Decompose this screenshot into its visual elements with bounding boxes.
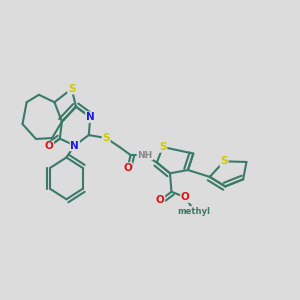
Text: NH: NH bbox=[137, 151, 152, 160]
Text: methyl: methyl bbox=[178, 207, 211, 216]
Text: O: O bbox=[181, 192, 190, 202]
Text: S: S bbox=[159, 142, 166, 152]
Text: N: N bbox=[70, 140, 79, 151]
Text: O: O bbox=[156, 195, 164, 205]
Text: S: S bbox=[68, 84, 76, 94]
Text: O: O bbox=[45, 141, 53, 152]
Text: O: O bbox=[123, 163, 132, 173]
Text: S: S bbox=[102, 133, 110, 143]
Text: S: S bbox=[220, 156, 228, 166]
Text: N: N bbox=[86, 112, 95, 122]
